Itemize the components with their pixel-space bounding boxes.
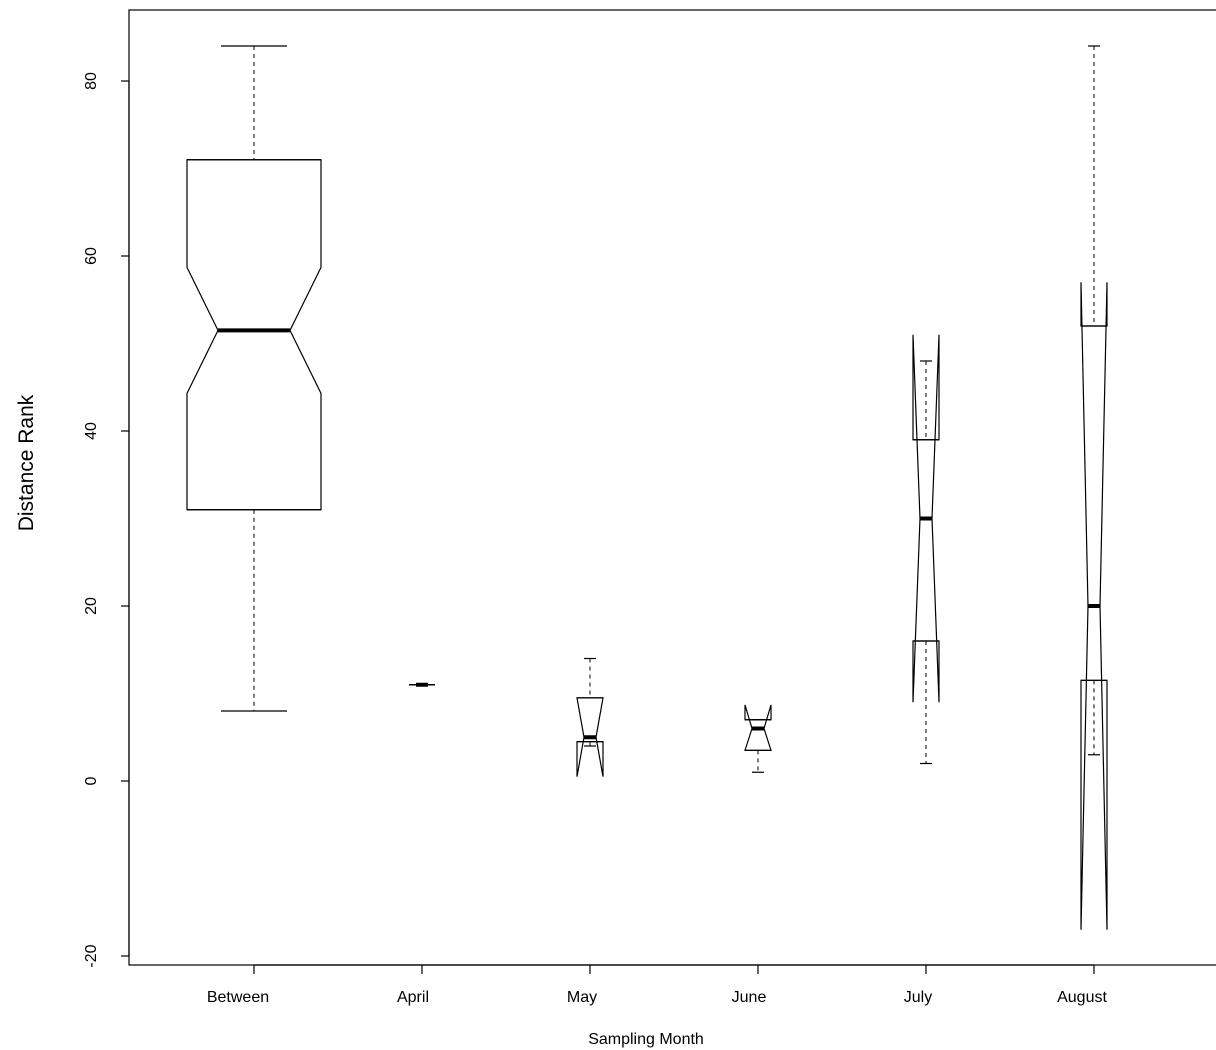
x-tick-label: Between xyxy=(207,989,269,1006)
notched-box xyxy=(186,159,322,511)
y-tick-label: 80 xyxy=(83,72,100,90)
x-tick-label: June xyxy=(732,989,767,1006)
y-tick-label: 60 xyxy=(83,247,100,265)
x-tick-label: May xyxy=(567,989,597,1006)
box-between xyxy=(186,45,322,712)
x-axis: Between April May June July August xyxy=(207,964,1107,1006)
y-tick-label: 40 xyxy=(83,422,100,440)
y-axis-title: Distance Rank xyxy=(15,394,38,531)
y-tick-label: 0 xyxy=(83,776,100,785)
y-tick-label: -20 xyxy=(83,944,100,967)
box-june xyxy=(744,704,772,773)
y-tick-label: 20 xyxy=(83,597,100,615)
x-tick-label: April xyxy=(397,989,429,1006)
box-july xyxy=(912,334,940,765)
boxes-group xyxy=(186,45,1108,930)
plot-frame xyxy=(128,9,1216,966)
y-axis: -20 0 20 40 60 80 xyxy=(83,72,130,968)
x-tick-label: July xyxy=(904,989,932,1006)
x-axis-title: Sampling Month xyxy=(588,1031,704,1048)
box-august xyxy=(1080,45,1108,930)
box-may xyxy=(576,657,604,777)
x-tick-label: August xyxy=(1057,989,1107,1006)
